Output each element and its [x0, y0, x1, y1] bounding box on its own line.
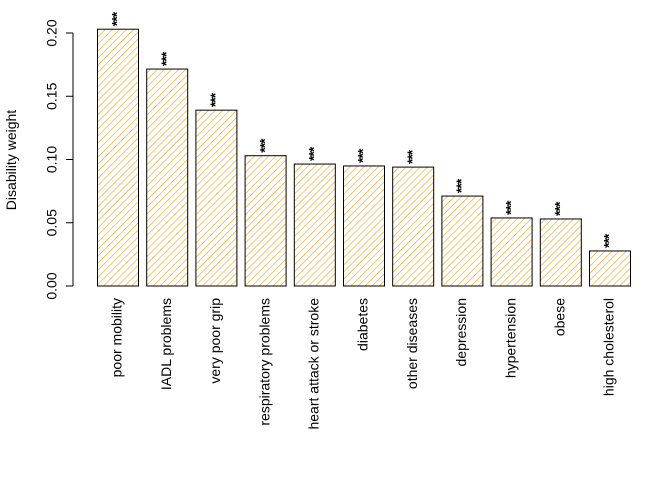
significance-label: *** — [158, 51, 174, 66]
x-tick-label: other diseases — [404, 298, 420, 389]
significance-label: *** — [109, 11, 125, 26]
significance-label: *** — [502, 200, 518, 215]
x-tick-label: diabetes — [355, 298, 371, 351]
bar — [441, 195, 484, 287]
significance-label: *** — [552, 201, 568, 216]
bar — [490, 217, 533, 287]
y-tick-label: 0.10 — [44, 146, 60, 173]
x-tick-label: poor mobility — [109, 298, 125, 377]
x-tick-label: very poor grip — [207, 298, 223, 384]
significance-label: *** — [256, 138, 272, 153]
y-tick-label: 0.00 — [44, 272, 60, 299]
significance-label: *** — [601, 233, 617, 248]
significance-label: *** — [306, 146, 322, 161]
bar — [146, 68, 189, 287]
significance-label: *** — [404, 149, 420, 164]
significance-label: *** — [207, 92, 223, 107]
x-tick-label: respiratory problems — [256, 298, 272, 426]
x-tick-label: obese — [552, 298, 568, 336]
y-axis-label: Disability weight — [3, 110, 19, 210]
x-tick-label: heart attack or stroke — [306, 298, 322, 430]
significance-label: *** — [355, 148, 371, 163]
y-tick-label: 0.20 — [44, 19, 60, 46]
x-tick-label: high cholesterol — [601, 298, 617, 396]
y-tick-label: 0.05 — [44, 209, 60, 236]
bar — [97, 28, 139, 287]
bar — [589, 250, 631, 287]
y-tick-label: 0.15 — [44, 82, 60, 109]
x-tick-label: IADL problems — [158, 298, 174, 390]
bar — [195, 109, 238, 287]
bar — [539, 218, 582, 287]
x-tick-label: depression — [453, 298, 469, 367]
bar — [244, 155, 287, 287]
x-tick-label: hypertension — [502, 298, 518, 378]
significance-label: *** — [453, 178, 469, 193]
bar — [392, 166, 435, 287]
bar — [293, 163, 336, 287]
bar — [343, 165, 385, 287]
